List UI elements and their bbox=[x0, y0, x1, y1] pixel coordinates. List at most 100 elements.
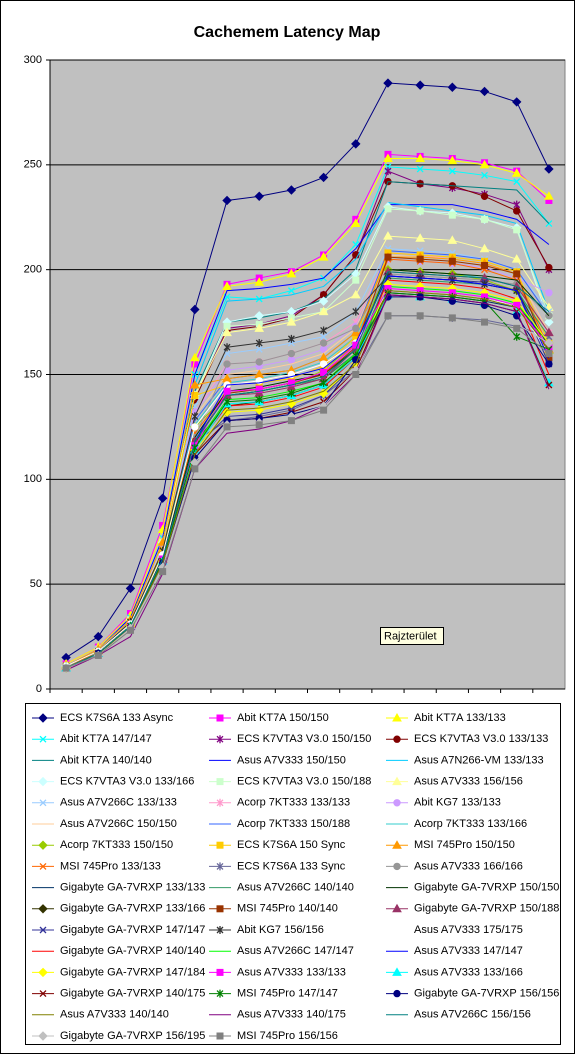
marker bbox=[191, 360, 199, 368]
legend-label: Asus A7V333 133/133 bbox=[237, 966, 346, 978]
marker bbox=[320, 326, 328, 335]
legend-label: Gigabyte GA-7VRXP 150/150 bbox=[414, 882, 559, 894]
chart-title: Cachemem Latency Map bbox=[194, 24, 381, 41]
marker bbox=[481, 171, 488, 179]
series-line bbox=[65, 315, 550, 669]
marker bbox=[287, 356, 296, 364]
legend-marker bbox=[216, 1032, 224, 1040]
legend-marker bbox=[216, 968, 224, 976]
legend-marker bbox=[393, 799, 401, 807]
legend-label: Asus A7V333 133/166 bbox=[414, 966, 523, 978]
legend-label: Gigabyte GA-7VRXP 133/133 bbox=[60, 882, 205, 894]
legend-marker bbox=[216, 714, 224, 722]
legend-item: MSI 745Pro 150/150 bbox=[386, 839, 515, 851]
legend-label: Abit KG7 156/156 bbox=[237, 924, 324, 936]
legend-item: ECS K7VTA3 V3.0 150/150 bbox=[209, 733, 371, 745]
marker bbox=[223, 343, 231, 352]
marker bbox=[351, 139, 361, 149]
series-line bbox=[65, 82, 550, 658]
legend-item: Gigabyte GA-7VRXP 150/150 bbox=[386, 882, 559, 894]
legend-item: Gigabyte GA-7VRXP 147/184 bbox=[32, 966, 205, 978]
marker bbox=[480, 192, 489, 200]
legend-label: Asus A7V333 140/140 bbox=[60, 1009, 169, 1021]
marker bbox=[384, 167, 392, 176]
legend-item: ECS K7S6A 133 Async bbox=[32, 712, 174, 724]
marker bbox=[350, 289, 361, 299]
series bbox=[61, 153, 554, 668]
legend-marker bbox=[38, 713, 48, 723]
marker bbox=[222, 281, 232, 290]
legend-label: ECS K7S6A 133 Sync bbox=[237, 860, 346, 872]
legend-marker bbox=[39, 799, 47, 807]
legend-label: MSI 745Pro 133/133 bbox=[60, 860, 161, 872]
legend-item: Gigabyte GA-7VRXP 147/147 bbox=[32, 924, 205, 936]
legend-item: ECS K7S6A 150 Sync bbox=[209, 839, 346, 851]
marker bbox=[190, 304, 200, 315]
legend-item: Gigabyte GA-7VRXP 150/188 bbox=[386, 903, 559, 915]
legend-marker bbox=[392, 712, 402, 722]
legend-marker bbox=[216, 905, 224, 913]
y-tick-label: 150 bbox=[24, 368, 42, 380]
legend-label: Abit KT7A 140/140 bbox=[60, 754, 152, 766]
legend-label: Gigabyte GA-7VRXP 156/156 bbox=[414, 988, 559, 1000]
legend-box bbox=[25, 703, 561, 1045]
marker bbox=[287, 334, 295, 343]
series-line bbox=[65, 158, 550, 665]
marker bbox=[318, 306, 329, 316]
marker bbox=[191, 412, 199, 421]
legend-marker bbox=[38, 1031, 48, 1041]
marker bbox=[287, 389, 295, 398]
legend-label: ECS K7VTA3 V3.0 133/133 bbox=[414, 733, 548, 745]
legend-marker bbox=[392, 840, 402, 849]
legend-item: Asus A7V266C 140/140 bbox=[209, 882, 354, 894]
marker bbox=[545, 360, 553, 368]
legend-label: MSI 745Pro 156/156 bbox=[237, 1030, 338, 1042]
legend-item: Asus A7V266C 150/150 bbox=[32, 818, 177, 830]
legend-marker bbox=[393, 926, 401, 934]
marker bbox=[479, 86, 490, 97]
series-line bbox=[65, 294, 550, 671]
legend-item: Acorp 7KT333 133/133 bbox=[209, 797, 350, 809]
marker bbox=[255, 345, 263, 353]
marker bbox=[447, 155, 458, 165]
series-line bbox=[65, 311, 550, 669]
legend-item: Asus A7V333 147/147 bbox=[386, 945, 523, 957]
y-tick-label: 50 bbox=[30, 578, 42, 590]
marker bbox=[191, 465, 199, 473]
marker bbox=[286, 268, 297, 278]
marker bbox=[223, 360, 231, 368]
legend-label: Abit KT7A 147/147 bbox=[60, 733, 152, 745]
marker bbox=[447, 235, 458, 244]
marker bbox=[189, 352, 200, 362]
legend-label: Acorp 7KT333 150/150 bbox=[60, 839, 173, 851]
marker bbox=[255, 421, 263, 429]
legend-item: ECS K7VTA3 V3.0 133/133 bbox=[386, 733, 548, 745]
marker bbox=[222, 195, 232, 206]
marker bbox=[513, 332, 521, 341]
legend-label: Gigabyte GA-7VRXP 140/140 bbox=[60, 945, 205, 957]
legend-label: Asus A7V333 140/175 bbox=[237, 1009, 346, 1021]
series bbox=[65, 290, 550, 669]
legend-item: Acorp 7KT333 133/166 bbox=[386, 818, 527, 830]
marker bbox=[352, 307, 360, 316]
series bbox=[65, 271, 550, 669]
marker bbox=[513, 324, 521, 332]
legend-marker bbox=[38, 904, 48, 914]
marker bbox=[352, 371, 360, 378]
legend-label: Asus A7V333 166/166 bbox=[414, 860, 523, 872]
marker bbox=[384, 205, 392, 213]
legend-marker bbox=[216, 926, 224, 934]
marker bbox=[544, 191, 554, 200]
marker bbox=[287, 379, 295, 387]
legend-item: Asus A7V266C 147/147 bbox=[209, 945, 354, 957]
legend-item: Gigabyte GA-7VRXP 140/175 bbox=[32, 988, 205, 1000]
legend-label: ECS K7S6A 150 Sync bbox=[237, 839, 346, 851]
legend-item: Asus A7V333 175/175 bbox=[386, 924, 523, 936]
legend-label: Abit KG7 133/133 bbox=[414, 797, 501, 809]
marker bbox=[157, 493, 168, 503]
marker bbox=[286, 317, 297, 326]
legend-item: Abit KT7A 150/150 bbox=[209, 712, 329, 724]
legend-marker bbox=[393, 862, 401, 871]
series-line bbox=[65, 153, 550, 665]
y-tick-label: 250 bbox=[24, 159, 42, 171]
